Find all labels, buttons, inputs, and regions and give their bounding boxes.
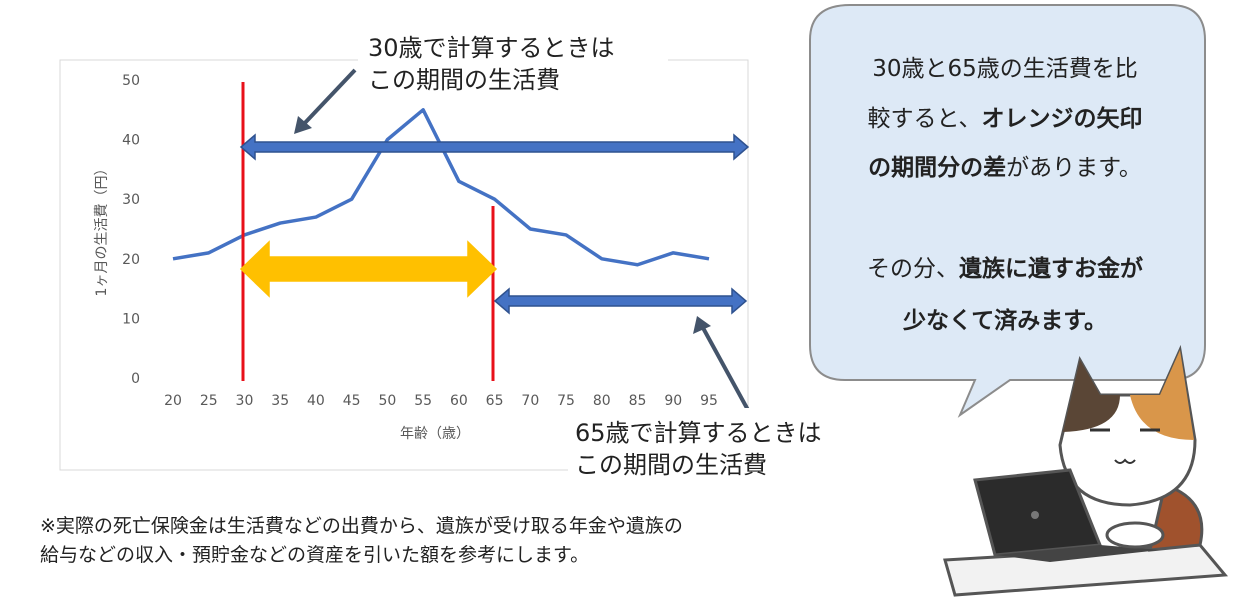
x-tick-label: 95 [700,393,718,409]
bubble-line: 少なくて済みます。 [902,307,1107,334]
x-tick-label: 75 [557,393,575,409]
range-arrow [239,240,498,298]
x-tick-label: 55 [414,393,432,409]
x-tick-label: 45 [343,393,361,409]
bubble-line: の期間分の差があります。 [868,154,1142,181]
y-tick-label: 30 [122,192,140,208]
x-tick-label: 30 [236,393,254,409]
bubble-text: 30歳と65歳の生活費を比較すると、オレンジの矢印の期間分の差があります。その分… [867,56,1143,334]
label-bg [358,24,668,98]
annotation: 65歳で計算するときは [575,419,822,447]
x-tick-label: 40 [307,393,325,409]
annotation: この期間の生活費 [368,66,560,94]
bubble-segment: その分、 [867,256,959,282]
bubble-line: 30歳と65歳の生活費を比 [872,56,1138,82]
x-tick-label: 65 [486,393,504,409]
pointer [700,325,750,411]
bubble-line: その分、遺族に遺すお金が [867,255,1143,282]
x-tick-label: 90 [664,393,682,409]
pointer-head [294,116,312,134]
y-tick-label: 50 [122,73,140,89]
cat-illustration [943,344,1229,597]
plot: 0 10 20 30 40 50 20 25 30 35 40 45 50 55 60 65 70 75 80 85 9… [94,24,868,480]
bubble-segment: オレンジの矢印 [982,105,1143,132]
bubble-segment: 較すると、 [867,106,981,132]
x-axis-title: 年齢（歳） [400,426,470,442]
x-tick-label: 50 [378,393,396,409]
y-tick-label: 10 [122,311,140,327]
x-tick-label: 20 [164,393,182,409]
x-tick-label: 85 [629,393,647,409]
bubble-segment: 30歳と65歳の生活費を比 [872,56,1138,82]
footnote: 給与などの収入・預貯金などの資産を引いた額を参考にします。 [40,544,589,566]
speech-bubble [809,4,1206,418]
bubble-segment: の期間分の差 [868,154,1006,181]
bubble-line: 較すると、オレンジの矢印 [867,105,1142,132]
label-bg [568,408,868,480]
y-axis-title: 1ヶ月の生活費（円） [94,162,110,297]
bubble-segment: 遺族に遺すお金が [959,255,1143,282]
x-tick-label: 60 [450,393,468,409]
pointer-head [693,316,711,334]
bubble-segment: 少なくて済みます。 [902,307,1107,334]
y-tick-label: 0 [131,371,140,387]
x-tick-label: 25 [200,393,218,409]
annotation: 30歳で計算するときは [368,34,615,62]
y-tick-label: 20 [122,252,140,268]
x-tick-label: 35 [271,393,289,409]
pointer [300,68,357,128]
range-arrow [239,133,750,161]
annotation: この期間の生活費 [575,451,767,479]
bubble-segment: があります。 [1006,155,1142,181]
x-tick-label: 70 [521,393,539,409]
range-arrow [493,287,748,315]
y-tick-label: 40 [122,133,140,149]
x-tick-label: 80 [593,393,611,409]
footnote: ※実際の死亡保険金は生活費などの出費から、遺族が受け取る年金や遺族の [40,515,683,537]
